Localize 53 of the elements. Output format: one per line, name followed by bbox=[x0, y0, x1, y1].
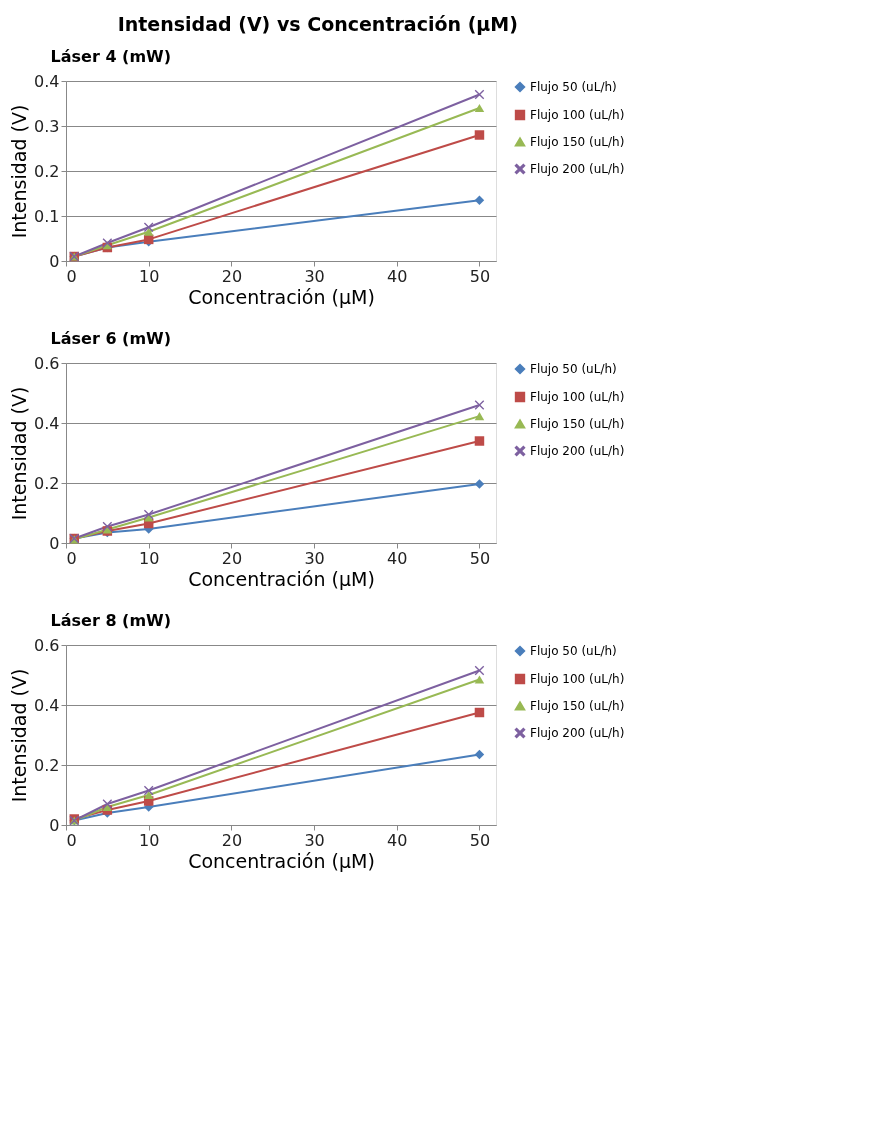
y-axis-title: Intensidad (V) bbox=[8, 104, 31, 239]
y-tick-label: 0.4 bbox=[34, 413, 60, 433]
y-axis-title: Intensidad (V) bbox=[8, 668, 31, 803]
x-tick-label: 40 bbox=[387, 548, 408, 568]
y-tick-label: 0 bbox=[49, 815, 60, 835]
legend-label: Flujo 150 (uL/h) bbox=[530, 417, 625, 431]
x-tick-label: 40 bbox=[387, 266, 408, 286]
y-tick-label: 0.2 bbox=[34, 161, 60, 181]
legend-label: Flujo 50 (uL/h) bbox=[530, 362, 617, 376]
chart-title: Intensidad (V) vs Concentración (μM) bbox=[117, 12, 518, 35]
x-tick-label: 30 bbox=[304, 548, 325, 568]
y-tick-label: 0 bbox=[49, 533, 60, 553]
x-tick-label: 0 bbox=[66, 266, 77, 286]
y-tick-label: 0.2 bbox=[34, 473, 60, 493]
x-tick-label: 50 bbox=[469, 548, 491, 568]
x-tick-label: 0 bbox=[66, 830, 77, 850]
legend-label: Flujo 100 (uL/h) bbox=[530, 390, 625, 404]
x-tick-label: 20 bbox=[221, 548, 243, 568]
legend-label: Flujo 150 (uL/h) bbox=[530, 135, 625, 149]
chart-title: Láser 6 (mW) bbox=[50, 329, 172, 348]
chart-title: Láser 8 (mW) bbox=[50, 611, 172, 630]
legend-label: Flujo 200 (uL/h) bbox=[530, 444, 625, 458]
x-tick-label: 50 bbox=[469, 266, 491, 286]
legend-label: Flujo 200 (uL/h) bbox=[530, 726, 625, 740]
y-tick-label: 0.1 bbox=[34, 206, 60, 226]
x-tick-label: 10 bbox=[139, 830, 160, 850]
y-axis-title: Intensidad (V) bbox=[8, 386, 31, 521]
x-axis-title: Concentración (μM) bbox=[188, 849, 375, 872]
y-tick-label: 0.6 bbox=[34, 635, 60, 655]
x-tick-label: 10 bbox=[139, 266, 160, 286]
y-tick-label: 0.4 bbox=[34, 71, 60, 91]
legend-label: Flujo 50 (uL/h) bbox=[530, 644, 617, 658]
y-tick-label: 0.6 bbox=[34, 353, 60, 373]
y-tick-label: 0.3 bbox=[34, 116, 60, 136]
legend-label: Flujo 100 (uL/h) bbox=[530, 672, 625, 686]
y-tick-label: 0.2 bbox=[34, 755, 60, 775]
x-tick-label: 20 bbox=[221, 266, 243, 286]
x-tick-label: 40 bbox=[387, 830, 408, 850]
legend-label: Flujo 200 (uL/h) bbox=[530, 162, 625, 176]
x-tick-label: 30 bbox=[304, 266, 325, 286]
legend-label: Flujo 50 (uL/h) bbox=[530, 80, 617, 94]
x-axis-title: Concentración (μM) bbox=[188, 567, 375, 590]
x-tick-label: 0 bbox=[66, 548, 77, 568]
x-tick-label: 30 bbox=[304, 830, 325, 850]
legend-label: Flujo 150 (uL/h) bbox=[530, 699, 625, 713]
x-tick-label: 20 bbox=[221, 830, 243, 850]
x-tick-label: 50 bbox=[469, 830, 491, 850]
chart-subtitle: Láser 4 (mW) bbox=[50, 47, 172, 66]
legend-label: Flujo 100 (uL/h) bbox=[530, 108, 625, 122]
y-tick-label: 0.4 bbox=[34, 695, 60, 715]
y-tick-label: 0 bbox=[49, 251, 60, 271]
x-tick-label: 10 bbox=[139, 548, 160, 568]
x-axis-title: Concentración (μM) bbox=[188, 285, 375, 308]
